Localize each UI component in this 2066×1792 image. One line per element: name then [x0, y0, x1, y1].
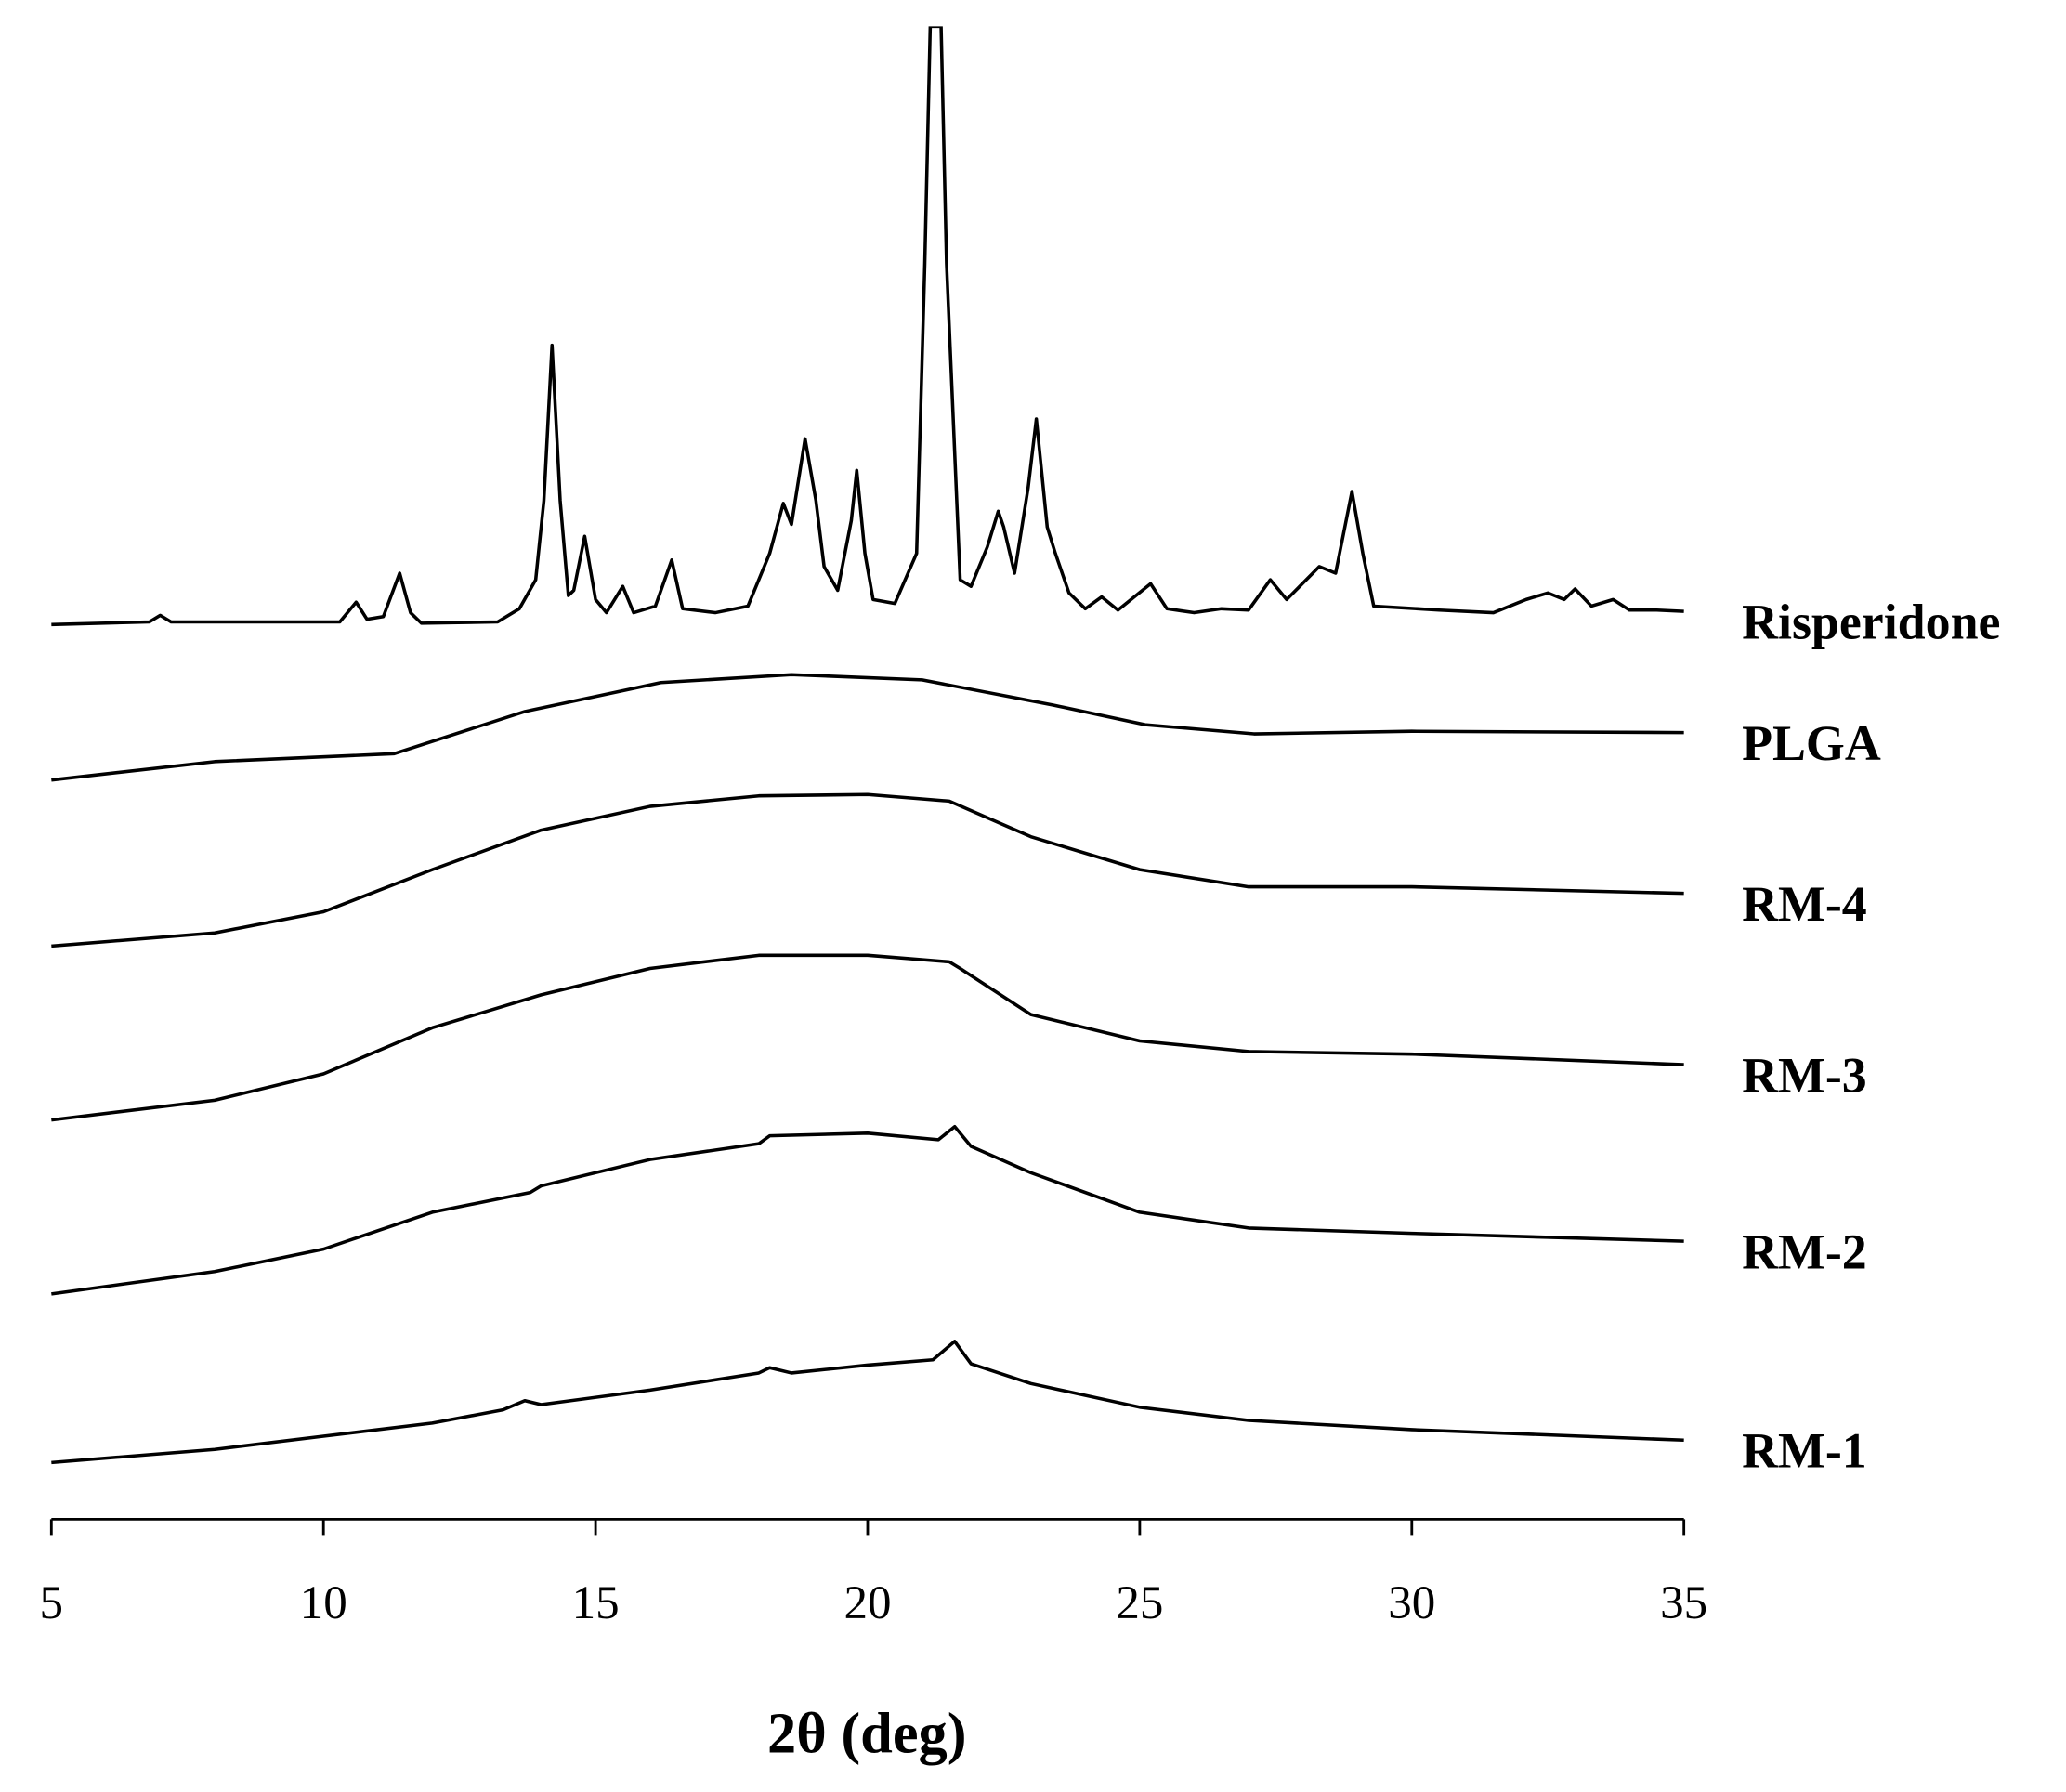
series-label: RM-1: [1742, 1423, 1867, 1479]
x-tick-label: 30: [1388, 1576, 1435, 1629]
x-tick-label: 35: [1660, 1576, 1707, 1629]
xrd-trace: [51, 953, 1684, 1122]
x-tick-label: 10: [300, 1576, 347, 1629]
xrd-trace: [51, 1340, 1684, 1465]
xrd-trace: [51, 26, 1684, 627]
x-axis-label: 2θ (deg): [767, 1702, 967, 1766]
series-label: RM-4: [1742, 876, 1867, 932]
xrd-trace: [51, 1124, 1684, 1296]
xrd-trace: [51, 792, 1684, 948]
x-tick-label: 20: [843, 1576, 891, 1629]
x-tick-label: 15: [572, 1576, 620, 1629]
xrd-trace: [51, 673, 1684, 782]
x-tick-label: 25: [1116, 1576, 1163, 1629]
series-label: PLGA: [1742, 715, 1881, 771]
x-tick-label: 5: [40, 1576, 64, 1629]
series-label: Risperidone: [1742, 595, 2000, 650]
series-label: RM-3: [1742, 1047, 1867, 1103]
series-label: RM-2: [1742, 1224, 1867, 1280]
